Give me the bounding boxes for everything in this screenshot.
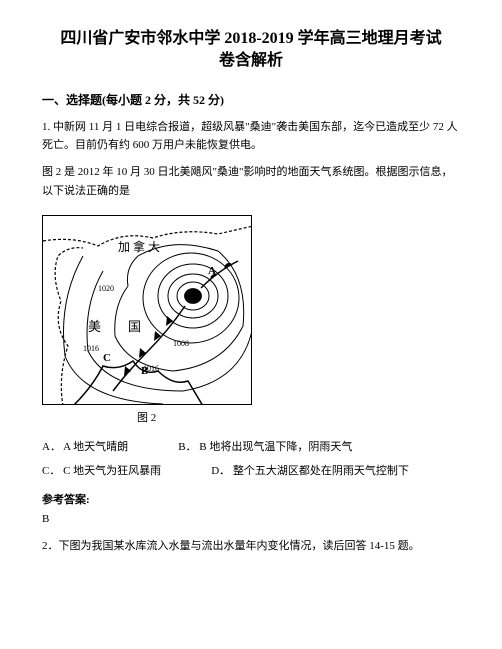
label-canada: 加 拿 大 <box>118 239 160 254</box>
figure-container: 1020 1016 1008 1016 加 拿 大 美 国 A B C 图 2 <box>42 215 460 425</box>
point-C: C <box>103 352 111 364</box>
option-B: B． B 地将出现气温下降，阴雨天气 <box>178 435 352 459</box>
option-A: A． A 地天气晴朗 <box>42 435 128 459</box>
q1-paragraph-2: 图 2 是 2012 年 10 月 30 日北美飓风"桑迪"影响时的地面天气系统… <box>42 163 460 200</box>
label-usa-left: 美 <box>88 319 101 334</box>
point-B: B <box>141 365 149 377</box>
isobar-1008: 1008 <box>173 339 189 348</box>
title-line-1: 四川省广安市邻水中学 2018-2019 学年高三地理月考试 <box>42 28 460 50</box>
exam-title: 四川省广安市邻水中学 2018-2019 学年高三地理月考试 卷含解析 <box>42 28 460 73</box>
label-usa-right: 国 <box>128 319 141 334</box>
q1-paragraph-1: 1. 中新网 11 月 1 日电综合报道，超级风暴"桑迪"袭击美国东部，迄今已造… <box>42 118 460 155</box>
isobar-1020: 1020 <box>98 284 114 293</box>
isobar-1016: 1016 <box>83 344 99 353</box>
option-C: C． C 地天气为狂风暴雨 <box>42 459 161 483</box>
title-line-2: 卷含解析 <box>42 50 460 72</box>
answer-value: B <box>42 513 460 525</box>
weather-map-svg: 1020 1016 1008 1016 加 拿 大 美 国 A B C <box>43 216 252 405</box>
point-A: A <box>208 265 216 277</box>
section-header: 一、选择题(每小题 2 分，共 52 分) <box>42 91 460 108</box>
figure-caption: 图 2 <box>137 409 460 425</box>
answer-label: 参考答案: <box>42 491 460 507</box>
option-D: D． 整个五大湖区都处在阴雨天气控制下 <box>211 459 409 483</box>
options-block: A． A 地天气晴朗 B． B 地将出现气温下降，阴雨天气 C． C 地天气为狂… <box>42 435 460 483</box>
weather-map-figure: 1020 1016 1008 1016 加 拿 大 美 国 A B C <box>42 215 252 405</box>
q2-text: 2．下图为我国某水库流入水量与流出水量年内变化情况，读后回答 14-15 题。 <box>42 537 460 556</box>
